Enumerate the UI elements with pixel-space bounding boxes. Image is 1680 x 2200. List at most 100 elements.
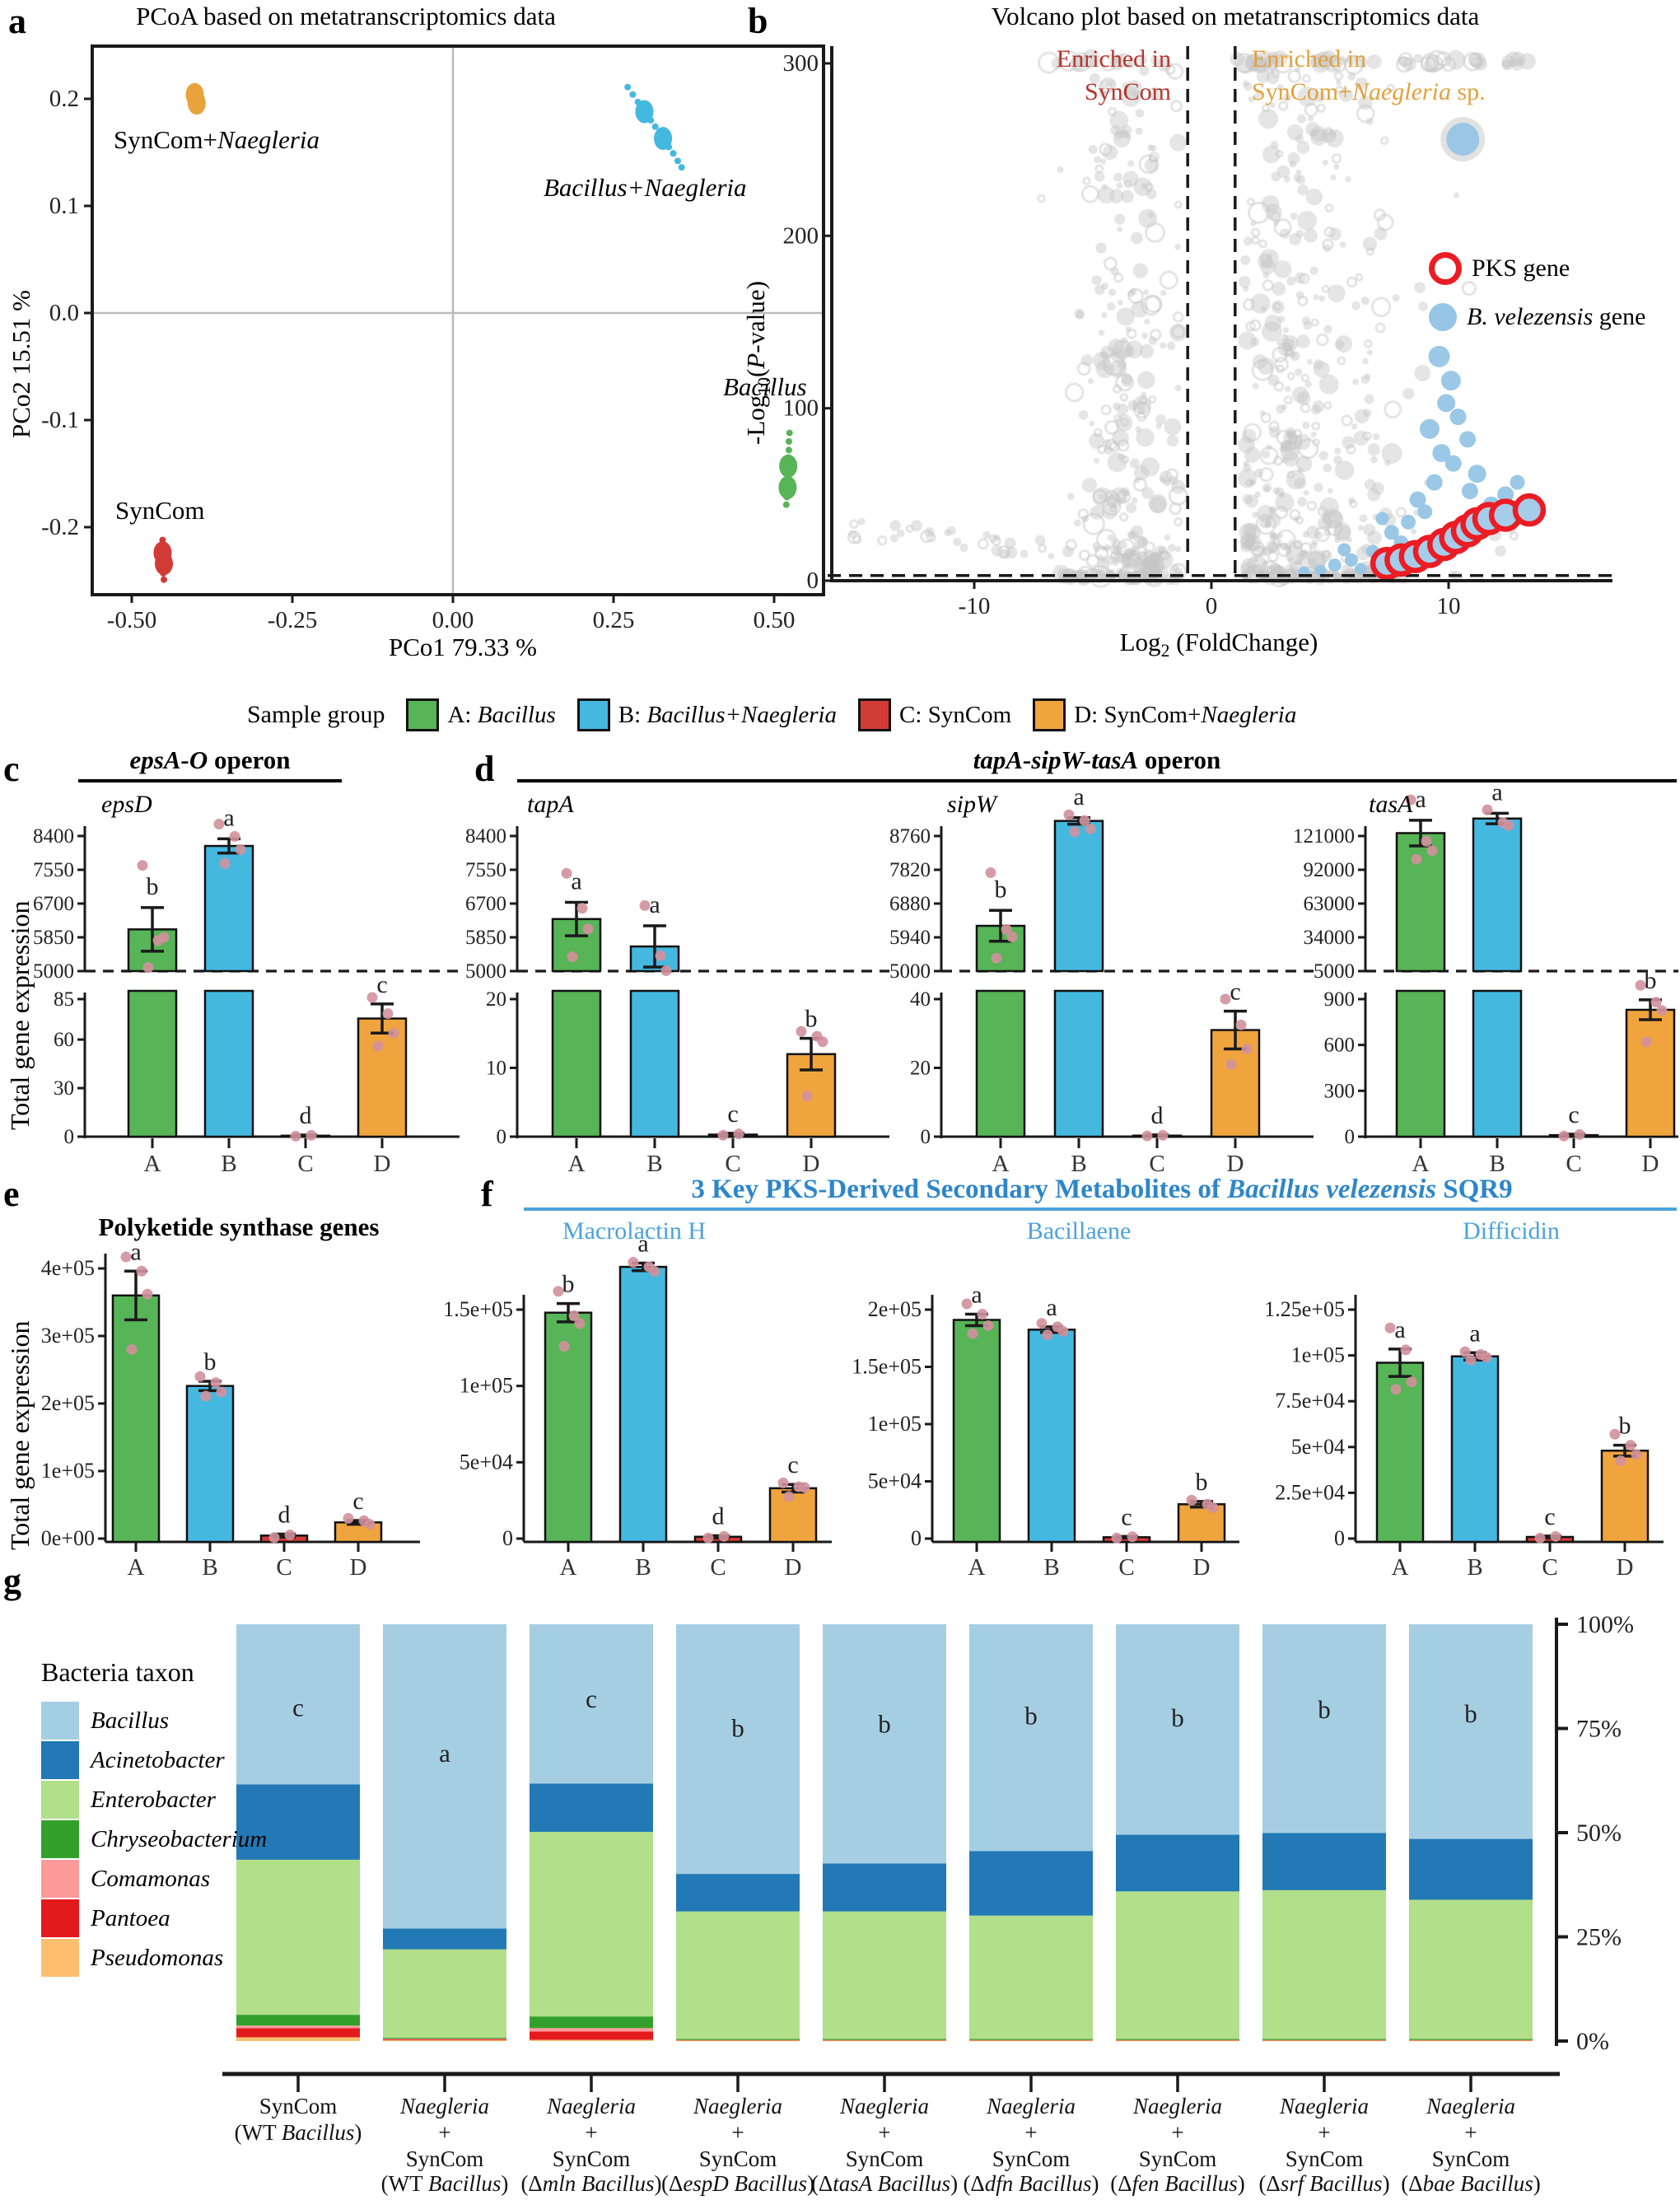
volcano-gray-point [1277, 315, 1286, 323]
volcano-gray-point [1117, 227, 1123, 233]
g-x-label-line: SynCom [1432, 2146, 1510, 2171]
text-part: sipW [947, 791, 996, 818]
volcano-gray-point [1370, 297, 1392, 317]
volcano-gray-point [1094, 546, 1100, 553]
volcano-gray-point [1260, 412, 1272, 423]
volcano-gray-point [1148, 336, 1158, 345]
pcoa-cluster-point [654, 127, 673, 151]
volcano-gray-point [1238, 436, 1255, 454]
volcano-gray-point [1288, 350, 1296, 358]
volcano-gray-point [1362, 236, 1378, 251]
data-dot [142, 1288, 153, 1300]
volcano-gray-point [1262, 145, 1281, 164]
gene-title-tasA: tasA [1369, 791, 1412, 819]
volcano-gray-point [1057, 166, 1064, 174]
volcano-gray-point [1334, 460, 1355, 480]
volcano-gray-point [1020, 549, 1029, 558]
volcano-gray-point [1252, 354, 1268, 370]
stack-seg-Bacillus [1116, 1624, 1239, 1835]
volcano-gray-point [1125, 340, 1144, 359]
data-dot [1207, 1502, 1219, 1513]
taxon-legend-item-Bacillus: Bacillus [41, 1701, 267, 1740]
volcano-blue-point [1444, 455, 1462, 472]
tick-label: 7550 [465, 859, 506, 881]
c-y-axis-label: Total gene expression [5, 900, 35, 1130]
volcano-gray-point [1098, 329, 1105, 336]
tick-label: 5000 [465, 960, 506, 983]
volcano-gray-point [1286, 427, 1296, 437]
volcano-annotation-enriched-syncom-naegleria: Enriched in SynCom+Naegleria sp. [1252, 43, 1631, 109]
volcano-gray-point [896, 529, 905, 538]
volcano-gray-point [1081, 49, 1101, 68]
taxon-name: Acinetobacter [91, 1746, 225, 1773]
bar-D [1625, 1008, 1676, 1138]
volcano-gray-point [1115, 413, 1133, 432]
volcano-gray-point [1082, 512, 1105, 535]
volcano-gray-point [1115, 372, 1134, 392]
volcano-gray-point [1318, 374, 1339, 395]
volcano-gray-point [1296, 334, 1310, 348]
volcano-gray-point [1285, 348, 1295, 357]
data-dot [1609, 1428, 1621, 1440]
volcano-gray-point [1414, 282, 1426, 294]
data-dot [568, 1310, 580, 1321]
volcano-gray-point [1147, 211, 1155, 218]
taxon-swatch-icon [41, 1860, 79, 1898]
data-dot [1006, 932, 1018, 943]
volcano-gray-point [1286, 432, 1295, 441]
taxon-swatch-icon [41, 1820, 79, 1858]
volcano-gray-point [1323, 463, 1332, 473]
text-part: epsA-O [129, 745, 208, 774]
pcoa-y-tick-label: -0.2 [41, 514, 79, 540]
g-x-label-line: Naegleria [399, 2094, 489, 2118]
data-dot [1186, 1494, 1197, 1506]
volcano-gray-point [1266, 444, 1272, 451]
g-x-label-line: + [731, 2120, 744, 2145]
volcano-gray-point [1117, 553, 1127, 563]
bar-A [952, 1319, 1001, 1544]
volcano-gray-point [1276, 165, 1290, 178]
volcano-gray-point [1111, 538, 1121, 548]
volcano-gray-point [910, 520, 922, 532]
volcano-gray-point [1253, 56, 1269, 73]
stat-letter: b [1645, 967, 1657, 994]
volcano-gray-point [1138, 65, 1150, 77]
text-part: Naegleria [986, 2094, 1076, 2118]
volcano-gray-point [1313, 361, 1330, 378]
data-dot [1625, 1440, 1636, 1451]
volcano-gray-point [1362, 431, 1372, 441]
text-part: SynCom [992, 2146, 1071, 2171]
volcano-gray-point [1318, 451, 1328, 460]
volcano-gray-point [1293, 516, 1300, 523]
volcano-gray-point [1136, 412, 1147, 423]
volcano-gray-point [1254, 468, 1264, 478]
data-dot [120, 1251, 132, 1263]
volcano-gray-point [1106, 78, 1115, 88]
data-dot [229, 830, 240, 842]
stack-seg-Pseudomonas [383, 2039, 506, 2042]
volcano-gray-point [1111, 54, 1121, 64]
text-part: Bacillus [723, 372, 807, 401]
g-y-tick-label: 75% [1576, 1716, 1622, 1743]
taxon-name: Pseudomonas [91, 1944, 224, 1971]
text-part: 2 [1160, 641, 1170, 661]
pcoa-x-tick-label: 0.00 [432, 607, 474, 633]
volcano-gray-point [1324, 203, 1334, 213]
volcano-gray-point [1230, 52, 1244, 67]
stack-seg-Comamonas [236, 2025, 360, 2029]
volcano-gray-point [1113, 402, 1121, 410]
pcoa-trail-point [785, 446, 792, 454]
volcano-gray-point [1304, 102, 1318, 118]
volcano-gray-point [1281, 335, 1299, 352]
volcano-gray-point [1310, 432, 1317, 438]
volcano-gray-point [1373, 208, 1386, 222]
volcano-gray-point [1138, 208, 1158, 228]
volcano-gray-point [982, 530, 992, 539]
data-dot [306, 1129, 317, 1141]
volcano-gray-point [1323, 226, 1336, 238]
volcano-gray-point [1266, 539, 1279, 553]
volcano-title: Volcano plot based on metatranscriptomic… [991, 2, 1480, 30]
volcano-gray-point [1315, 333, 1329, 347]
volcano-gray-point [1276, 529, 1296, 549]
volcano-gray-point [1283, 395, 1293, 405]
